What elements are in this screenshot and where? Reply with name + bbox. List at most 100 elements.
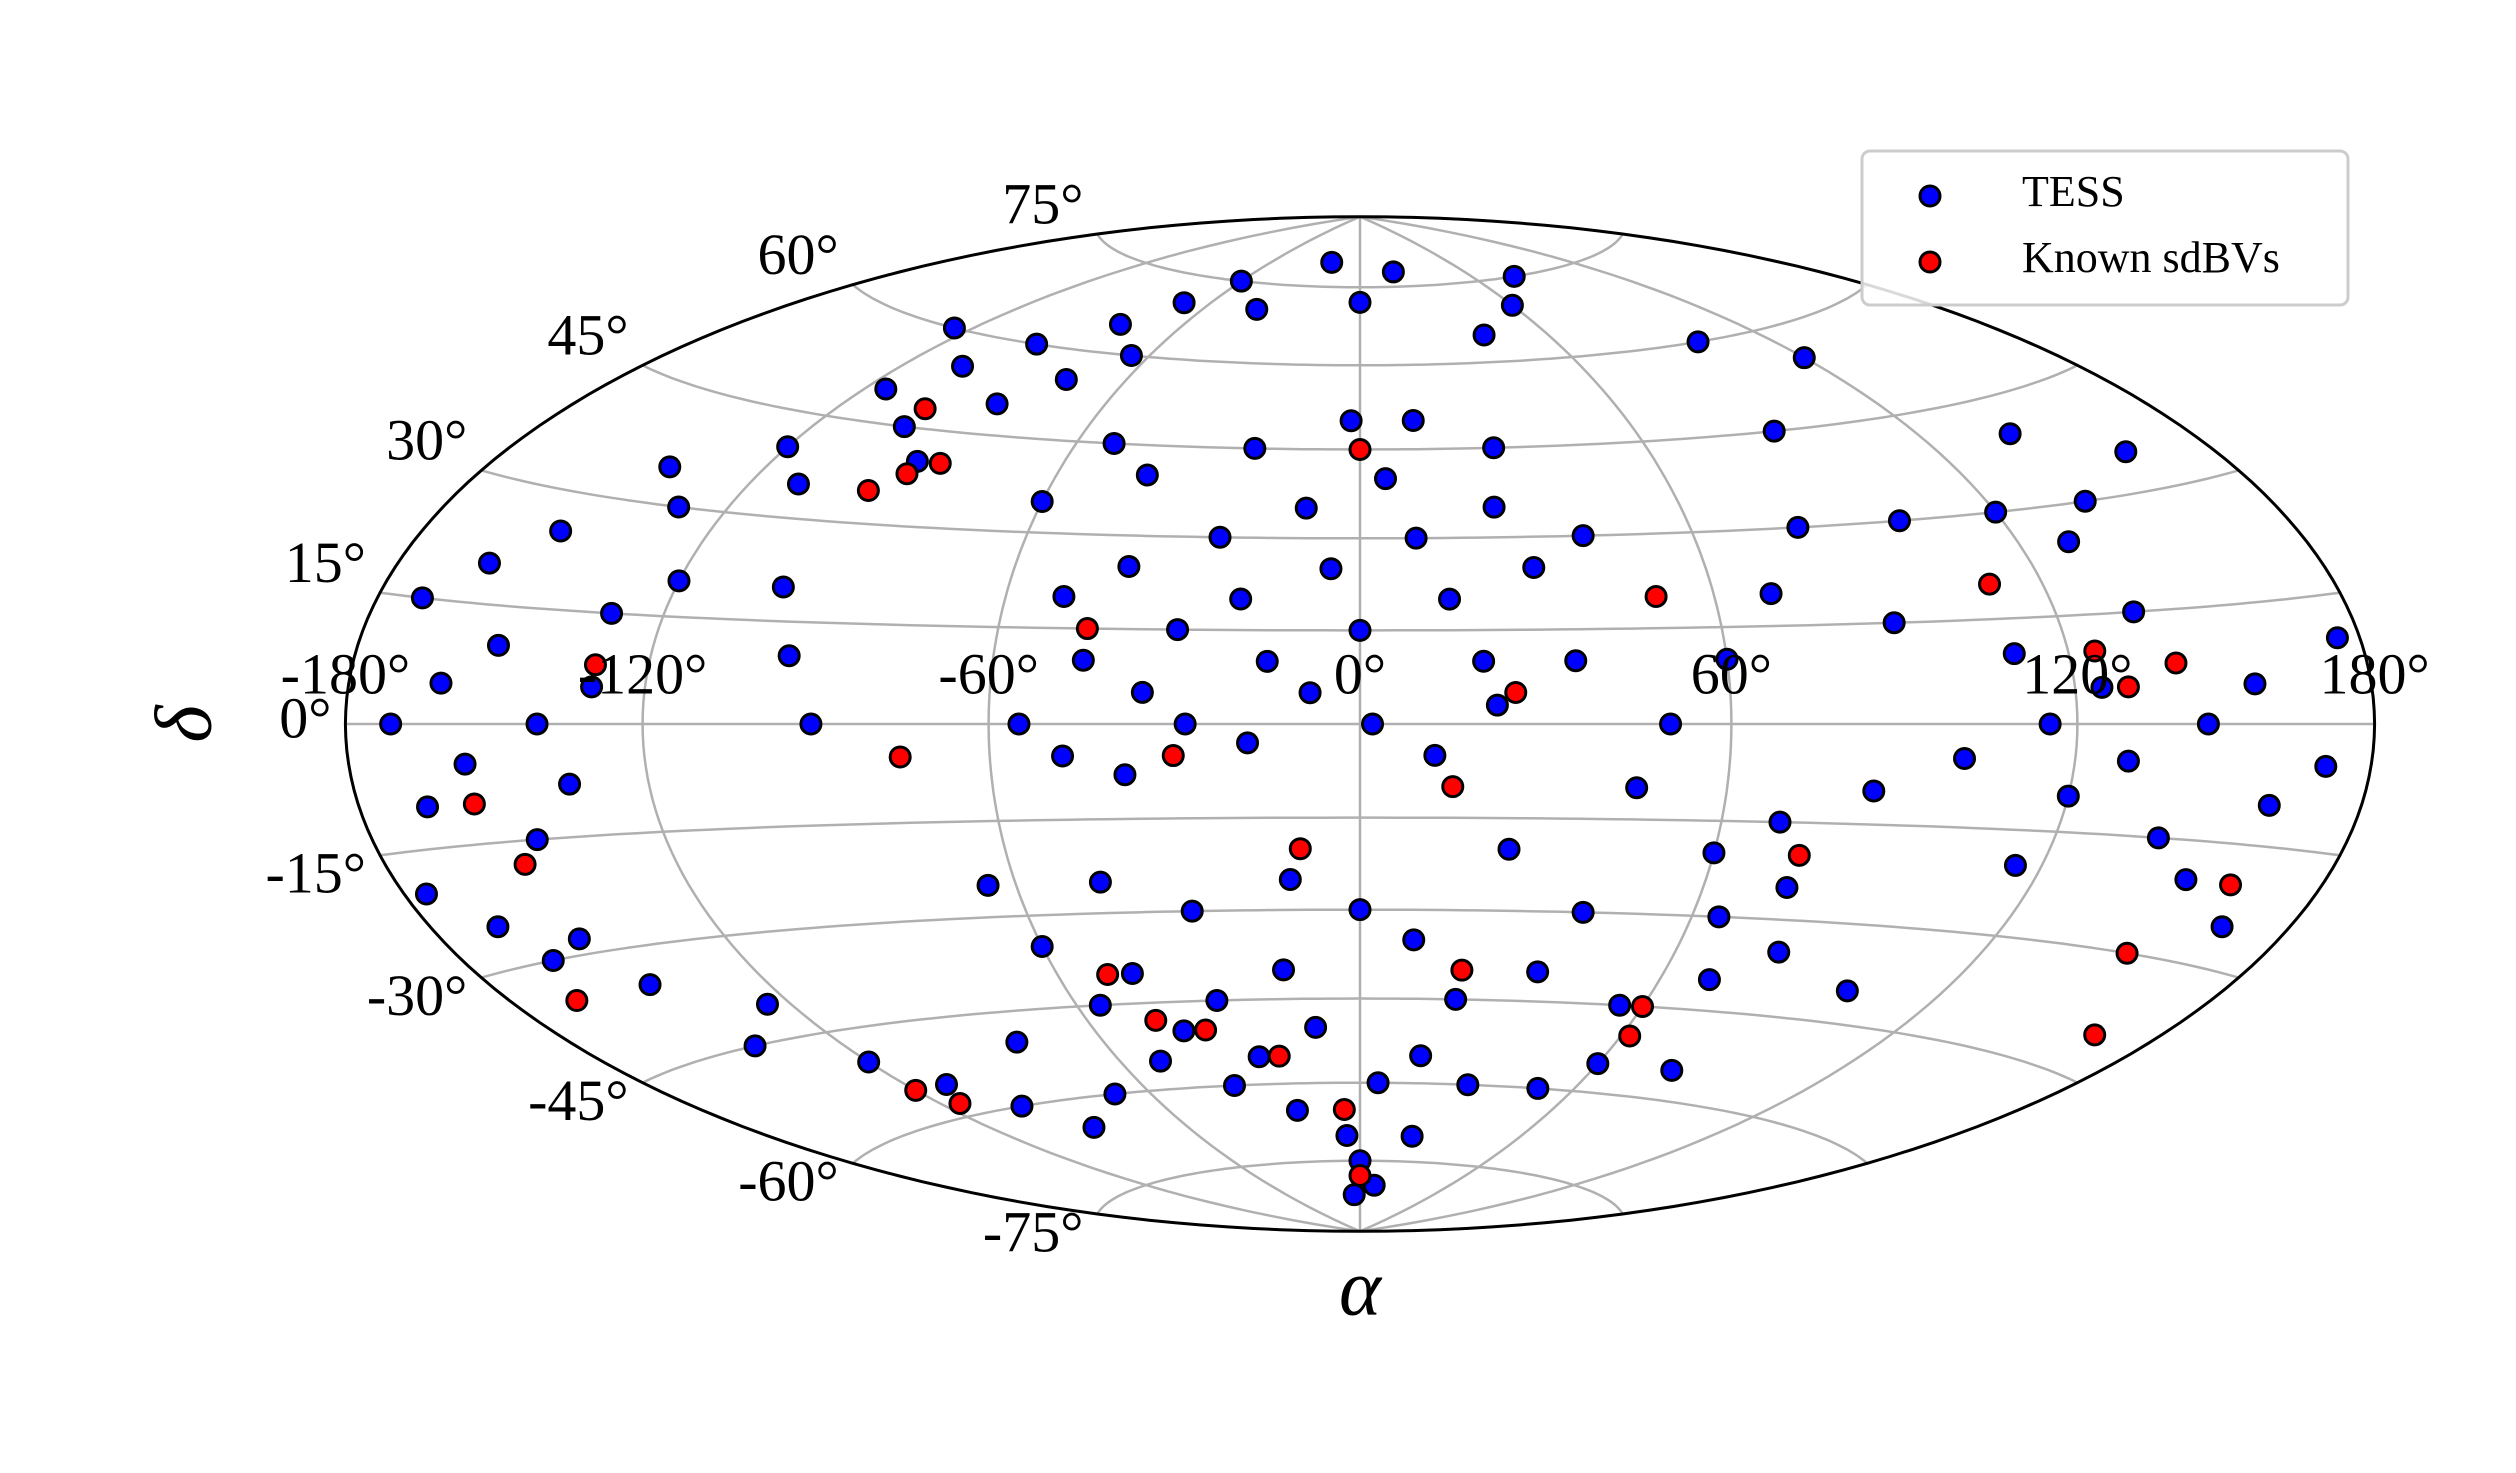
- point: [1103, 1082, 1127, 1106]
- point: [1348, 437, 1372, 461]
- point: [1472, 649, 1496, 673]
- point: [1882, 611, 1906, 635]
- labels: -180° -120° -60° 0° 60° 120° 180°-75°-60°-45°-…: [265, 171, 2429, 1264]
- point: [1497, 837, 1521, 861]
- y-tick-label: 45°: [547, 303, 628, 368]
- point: [904, 1078, 928, 1102]
- point: [525, 712, 549, 736]
- point: [600, 601, 624, 625]
- point: [895, 462, 919, 486]
- point: [2003, 853, 2027, 877]
- point: [414, 882, 438, 906]
- legend-label: Known sdBVs: [2022, 233, 2280, 282]
- point: [743, 1034, 767, 1058]
- point: [1984, 500, 2008, 524]
- point: [1222, 1073, 1246, 1097]
- point: [1644, 584, 1668, 608]
- point: [1030, 935, 1054, 959]
- point: [2090, 675, 2114, 699]
- point: [892, 415, 916, 439]
- point: [1768, 810, 1792, 834]
- point: [1444, 987, 1468, 1011]
- point: [549, 519, 573, 543]
- point: [1149, 1049, 1173, 1073]
- point: [1862, 779, 1886, 803]
- point: [1088, 870, 1112, 894]
- point: [777, 644, 801, 668]
- point: [1272, 958, 1296, 982]
- point: [985, 392, 1009, 416]
- point: [857, 1050, 881, 1074]
- point: [1400, 1124, 1424, 1148]
- y-tick-label: -45°: [528, 1068, 629, 1133]
- point: [1953, 747, 1977, 771]
- legend: TESS Known sdBVs: [1860, 149, 2350, 307]
- point: [567, 927, 591, 951]
- point: [2002, 642, 2026, 666]
- point: [1608, 993, 1632, 1017]
- point: [1130, 680, 1154, 704]
- legend-label: TESS: [2022, 167, 2125, 216]
- x-tick-label: 120°: [2022, 641, 2132, 706]
- point: [638, 973, 662, 997]
- point: [1482, 495, 1506, 519]
- point: [1208, 525, 1232, 549]
- y-tick-label: 75°: [1002, 171, 1083, 236]
- point: [1288, 837, 1312, 861]
- point: [1335, 1124, 1359, 1148]
- point: [1075, 617, 1099, 641]
- point: [1255, 649, 1279, 673]
- point: [1348, 618, 1372, 642]
- point: [1342, 1183, 1366, 1207]
- point: [486, 633, 510, 657]
- point: [1660, 1058, 1684, 1082]
- point: [477, 551, 501, 575]
- point: [1450, 958, 1474, 982]
- point: [1361, 712, 1385, 736]
- y-tick-label: 60°: [758, 222, 839, 287]
- point: [1172, 1019, 1196, 1043]
- point: [1267, 1044, 1291, 1068]
- y-axis-label: δ: [140, 704, 228, 743]
- point: [1005, 1030, 1029, 1054]
- point: [1294, 496, 1318, 520]
- point: [1686, 330, 1710, 354]
- point: [1504, 681, 1528, 705]
- point: [1172, 291, 1196, 315]
- grid-line: [1359, 215, 2079, 1233]
- point: [1229, 587, 1253, 611]
- x-axis-label: α: [1339, 1244, 1383, 1332]
- point: [565, 989, 589, 1013]
- point: [1767, 940, 1791, 964]
- point: [2083, 1023, 2107, 1047]
- point: [525, 828, 549, 852]
- point: [513, 852, 537, 876]
- point: [856, 479, 880, 503]
- point: [1482, 436, 1506, 460]
- point: [928, 451, 952, 475]
- y-tick-label: 30°: [386, 408, 467, 473]
- point: [776, 435, 800, 459]
- point: [1630, 994, 1654, 1018]
- point: [2325, 626, 2349, 650]
- point: [1339, 409, 1363, 433]
- point: [2257, 793, 2281, 817]
- point: [948, 1092, 972, 1116]
- point: [1007, 712, 1031, 736]
- point: [1236, 731, 1260, 755]
- point: [1522, 555, 1546, 579]
- point: [1010, 1094, 1034, 1118]
- point: [1144, 1008, 1168, 1032]
- point: [1423, 743, 1447, 767]
- point: [1787, 843, 1811, 867]
- point: [1278, 867, 1302, 891]
- point: [2146, 826, 2170, 850]
- grid: [343, 215, 2377, 1233]
- point: [2314, 754, 2338, 778]
- points: [379, 250, 2349, 1207]
- x-tick-label: 0°: [1334, 641, 1386, 706]
- point: [1194, 1018, 1218, 1042]
- point: [2210, 915, 2234, 939]
- point: [913, 397, 937, 421]
